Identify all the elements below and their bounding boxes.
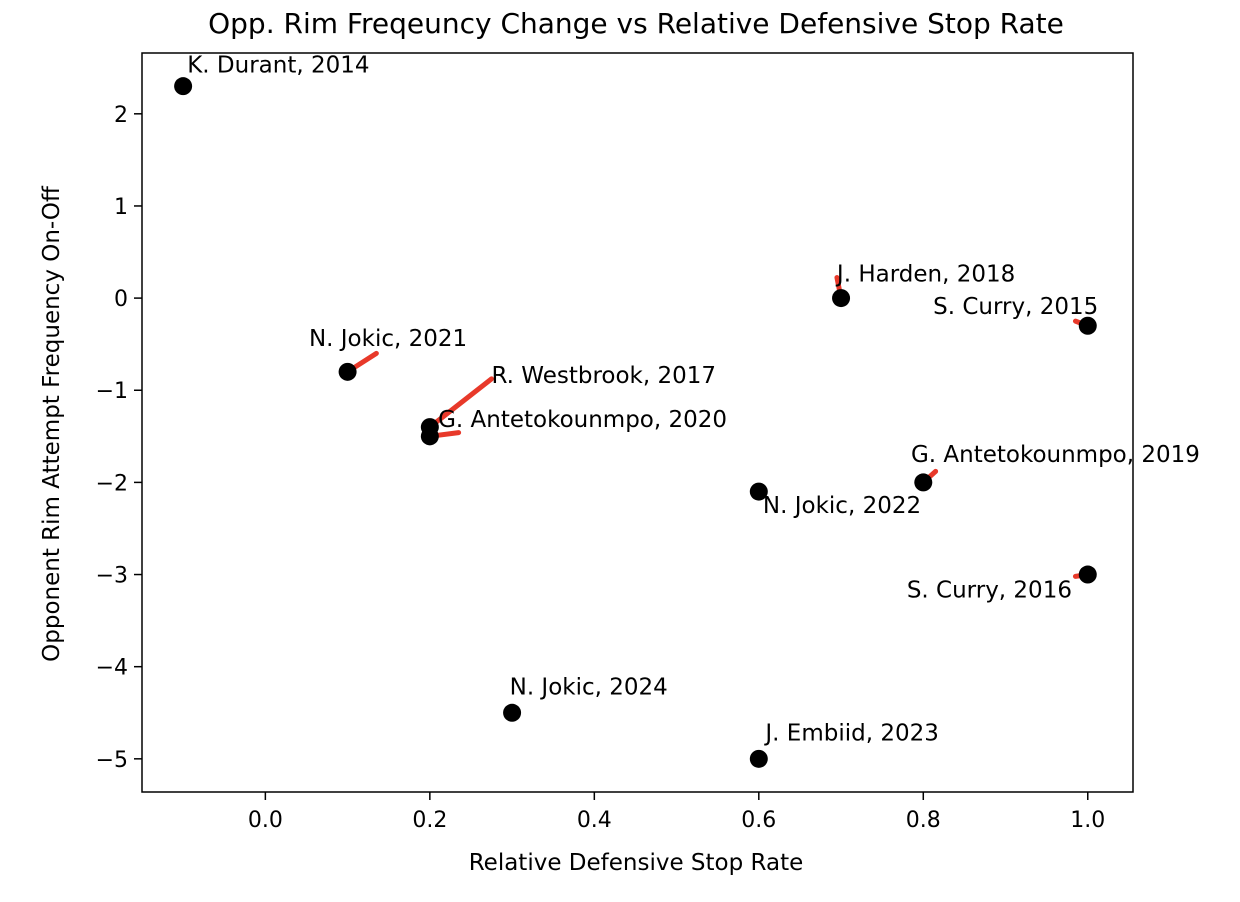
annotation-connector	[427, 376, 495, 430]
data-point	[1078, 565, 1097, 584]
data-point	[749, 482, 768, 501]
x-tick-label: 0.0	[248, 808, 283, 833]
y-tick-label: −5	[96, 748, 128, 773]
y-tick-label: −4	[96, 656, 128, 681]
x-tick-label: 0.2	[412, 808, 447, 833]
point-label: S. Curry, 2015	[933, 294, 1098, 320]
x-axis-label: Relative Defensive Stop Rate	[469, 850, 804, 876]
point-label: S. Curry, 2016	[907, 578, 1072, 604]
data-point	[420, 427, 439, 446]
point-label: G. Antetokounmpo, 2019	[911, 442, 1200, 468]
data-point	[914, 473, 933, 492]
y-axis-label: Opponent Rim Attempt Frequency On-Off	[39, 185, 65, 662]
point-label: G. Antetokounmpo, 2020	[438, 407, 727, 433]
point-label: R. Westbrook, 2017	[492, 363, 717, 389]
y-tick-label: −2	[96, 471, 128, 496]
y-axis: 2 1 0 −1 −2 −3 −4 −5	[96, 103, 142, 773]
point-label: N. Jokic, 2024	[510, 674, 668, 700]
data-point	[338, 362, 357, 381]
x-tick-label: 0.4	[577, 808, 612, 833]
y-tick-label: 2	[114, 103, 128, 128]
point-label: J. Embiid, 2023	[763, 720, 938, 746]
plot-area: K. Durant, 2014 J. Harden, 2018 S. Curry, …	[174, 52, 1200, 768]
plot-frame	[141, 52, 1134, 793]
data-point	[1078, 316, 1097, 335]
x-tick-label: 0.6	[741, 808, 776, 833]
marker-layer	[174, 77, 1097, 768]
y-tick-label: 0	[114, 287, 128, 312]
point-label: N. Jokic, 2022	[763, 493, 921, 519]
data-point	[503, 703, 522, 722]
y-tick-label: −3	[96, 564, 128, 589]
point-label: N. Jokic, 2021	[309, 326, 467, 352]
chart-title: Opp. Rim Freqeuncy Change vs Relative De…	[208, 7, 1064, 40]
data-point	[749, 749, 768, 768]
point-label: K. Durant, 2014	[187, 52, 369, 78]
point-label: J. Harden, 2018	[835, 262, 1015, 288]
label-layer: K. Durant, 2014 J. Harden, 2018 S. Curry, …	[187, 52, 1200, 746]
data-point	[832, 289, 851, 308]
y-tick-label: −1	[96, 379, 128, 404]
x-tick-label: 0.8	[906, 808, 941, 833]
data-point	[174, 77, 193, 96]
y-tick-label: 1	[114, 195, 128, 220]
x-tick-label: 1.0	[1070, 808, 1105, 833]
x-axis: 0.0 0.2 0.4 0.6 0.8 1.0	[248, 792, 1105, 833]
